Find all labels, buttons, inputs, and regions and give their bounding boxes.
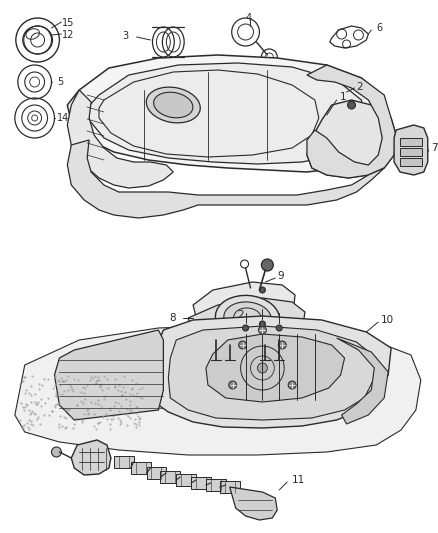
Polygon shape: [193, 282, 295, 338]
Circle shape: [261, 259, 273, 271]
Ellipse shape: [224, 302, 271, 334]
Polygon shape: [67, 55, 386, 172]
Polygon shape: [54, 330, 163, 420]
Circle shape: [278, 341, 286, 349]
Text: 10: 10: [381, 315, 394, 325]
Circle shape: [52, 447, 61, 457]
Text: 11: 11: [292, 475, 305, 485]
Circle shape: [259, 287, 265, 293]
Polygon shape: [67, 140, 384, 218]
Polygon shape: [400, 148, 422, 156]
Polygon shape: [307, 100, 396, 178]
Circle shape: [239, 341, 247, 349]
Polygon shape: [147, 467, 166, 479]
Polygon shape: [400, 158, 422, 166]
Polygon shape: [220, 481, 240, 493]
Text: 15: 15: [62, 18, 75, 28]
Text: 9: 9: [277, 271, 284, 281]
Polygon shape: [160, 471, 180, 483]
Text: 12: 12: [62, 30, 75, 40]
Polygon shape: [394, 125, 428, 175]
Circle shape: [229, 381, 237, 389]
Polygon shape: [168, 326, 376, 420]
Text: 6: 6: [376, 23, 382, 33]
Text: 7: 7: [431, 143, 438, 153]
Polygon shape: [400, 138, 422, 146]
Polygon shape: [131, 462, 151, 474]
Polygon shape: [15, 325, 421, 455]
Text: 2: 2: [238, 310, 244, 320]
Polygon shape: [67, 90, 173, 188]
Text: 3: 3: [123, 31, 129, 41]
Polygon shape: [71, 440, 111, 475]
Circle shape: [258, 363, 267, 373]
Polygon shape: [307, 65, 396, 178]
Polygon shape: [206, 479, 226, 491]
Circle shape: [348, 101, 356, 109]
Text: 2: 2: [357, 82, 363, 92]
Circle shape: [259, 321, 265, 327]
Polygon shape: [87, 63, 364, 164]
Text: 1: 1: [339, 92, 346, 102]
Text: 8: 8: [170, 313, 176, 323]
Text: 4: 4: [246, 13, 252, 23]
Circle shape: [276, 325, 282, 331]
Text: 14: 14: [57, 113, 70, 123]
Polygon shape: [337, 338, 388, 424]
Polygon shape: [176, 474, 196, 486]
Polygon shape: [114, 456, 134, 468]
Circle shape: [258, 326, 266, 334]
Ellipse shape: [215, 295, 279, 341]
Polygon shape: [191, 477, 211, 489]
Polygon shape: [206, 334, 345, 402]
Text: 5: 5: [57, 77, 64, 87]
Polygon shape: [147, 316, 391, 428]
Circle shape: [288, 381, 296, 389]
Polygon shape: [230, 487, 277, 520]
Ellipse shape: [154, 92, 193, 118]
Polygon shape: [188, 298, 305, 350]
Circle shape: [243, 325, 248, 331]
Ellipse shape: [146, 87, 200, 123]
